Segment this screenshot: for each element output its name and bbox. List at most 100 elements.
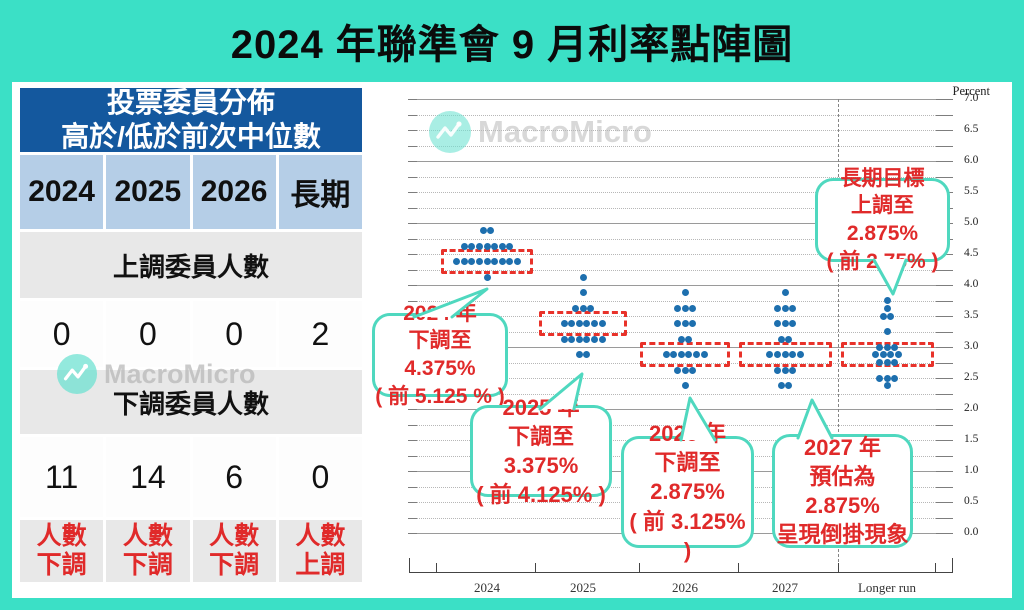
column-header-2026: 2026 [192,155,276,229]
projection-dot [883,382,891,390]
gridline-right-tick [936,316,953,317]
projection-dot [673,366,681,374]
projection-dot [506,258,514,266]
footer-2025-line1: 人數 [122,521,173,550]
footer-2024: 人數 下調 [20,520,104,582]
gridline-right-tick [936,362,953,364]
gridline-left-tick [408,192,417,193]
projection-dot [875,374,883,382]
down-count-2024: 11 [20,437,104,517]
gridline-left-tick [408,238,417,240]
gridline-right-tick [936,114,953,116]
projection-dot [673,320,681,328]
gridline-left-tick [408,254,417,255]
y-tick-label: 6.0 [964,154,979,166]
y-tick-label: 5.0 [964,216,979,228]
projection-dot [506,242,514,250]
gridline-right-tick [936,176,953,178]
y-tick-label: 2.0 [964,402,979,414]
projection-dot [773,304,781,312]
projection-dot [677,335,685,343]
callout-2026: 2026 年 下調至 2.875% ( 前 3.125% ) [621,421,754,563]
gridline [417,285,936,286]
projection-dot [692,351,700,359]
gridline [417,347,936,348]
x-tick-label: 2027 [772,580,798,595]
gridline [417,192,936,193]
projection-dot [483,258,491,266]
vote-distribution-table: 投票委員分佈 高於/低於前次中位數 2024 2025 2026 長期 上調委員… [20,86,362,582]
gridline [417,114,936,116]
gridline-left-tick [408,223,417,224]
x-axis-tick [436,563,437,572]
projection-dot [491,258,499,266]
projection-dot [590,320,598,328]
table-header-line1: 投票委員分佈 [106,86,275,118]
longer-run-separator-line [838,99,839,572]
footer-longrun: 人數 上調 [278,520,362,582]
gridline-right-tick [936,440,953,441]
median-box-2027 [738,342,832,368]
gridline-left-tick [408,502,417,503]
projection-dot [673,304,681,312]
column-header-2024: 2024 [20,155,104,229]
x-tick-label: Longer run [857,580,917,595]
projection-dot [583,351,591,359]
projection-dot [883,328,891,335]
x-axis-tick [838,563,839,572]
content-card: 投票委員分佈 高於/低於前次中位數 2024 2025 2026 長期 上調委員… [12,82,1012,598]
callout-2025: 2025 年 下調至 3.375% ( 前 4.125% ) [470,395,612,507]
x-tick-label: 2025 [570,580,596,595]
gridline-right-tick [936,300,953,302]
projection-dot [681,366,689,374]
projection-dot [789,320,797,328]
gridline [417,409,936,410]
gridline [417,393,936,395]
x-axis-end-tick [952,558,953,572]
projection-dot [689,320,697,328]
gridline [417,316,936,317]
projection-dot [887,351,895,359]
y-tick-label: 0.0 [964,526,979,538]
gridline-right-tick [936,486,953,488]
projection-dot [872,351,880,359]
callout-line: ( 前 4.125% ) [476,482,606,508]
footer-2026-line2: 下調 [209,551,260,579]
callout-line: 下調至 3.375% [503,423,579,478]
gridline-right-tick [936,161,953,162]
projection-dot [579,304,587,312]
callout-line: 長期目標 [840,166,925,190]
projection-dot [681,382,689,390]
projection-dot [460,242,468,250]
gridline [417,176,936,178]
projection-dot [587,304,595,312]
gridline-left-tick [408,176,417,178]
y-tick-label: 3.0 [964,340,979,352]
gridline-right-tick [936,99,953,100]
y-tick-label: 2.5 [964,371,979,383]
median-box-2026 [640,342,730,368]
down-count-2025: 14 [106,437,190,517]
projection-dot [785,382,793,390]
y-tick-label: 4.5 [964,247,979,259]
projection-dot [598,335,606,343]
projection-dot [579,273,587,281]
projection-dot [785,335,793,343]
projection-dot [894,351,902,359]
callout-line: 下調至 4.375% [404,329,476,380]
gridline [417,269,936,271]
gridline [417,331,936,333]
x-tick-label: 2024 [474,580,500,595]
gridline [417,130,936,131]
callout-line: 呈現倒掛現象 [776,522,909,548]
gridline-right-tick [936,517,953,519]
gridline [417,254,936,255]
projection-dot [789,304,797,312]
gridline-right-tick [936,455,953,457]
projection-dot [598,320,606,328]
projection-dot [483,273,491,281]
column-header-longrun: 長期 [278,155,362,229]
up-count-2024: 0 [20,301,104,367]
gridline-left-tick [408,440,417,441]
projection-dot [453,258,461,266]
